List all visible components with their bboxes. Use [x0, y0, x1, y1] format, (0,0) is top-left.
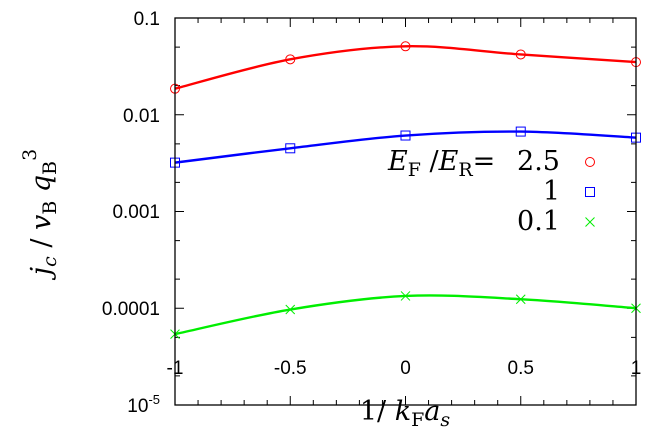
legend-label-0.1: 0.1 — [517, 206, 560, 237]
cross-marker — [285, 304, 296, 315]
y-tick-label: 0.001 — [112, 202, 160, 223]
legend-label-1: 1 — [543, 176, 560, 207]
circle-marker — [400, 41, 411, 52]
y-axis-label: jc / vB qB3 — [19, 149, 61, 280]
x-tick-label: 0 — [400, 358, 411, 379]
y-tick-label: 0.0001 — [102, 299, 160, 320]
cross-marker — [400, 291, 411, 301]
x-tick-label: 0.5 — [508, 358, 534, 379]
x-tick-label: 1 — [631, 358, 642, 379]
y-tick-label: 10-5 — [127, 392, 160, 417]
cross-marker — [585, 217, 595, 227]
cross-marker — [515, 294, 526, 305]
legend-title: EF /ER= — [387, 146, 495, 181]
square-marker — [400, 130, 411, 141]
circle-marker — [515, 49, 526, 60]
y-tick-label: 0.1 — [134, 9, 160, 30]
series-line-2.5 — [174, 45, 637, 90]
square-marker — [585, 187, 595, 197]
x-axis-label: 1/ kFas — [360, 396, 451, 431]
series-line-0.1 — [174, 294, 637, 336]
x-tick-label: -1 — [167, 358, 184, 379]
square-marker — [285, 143, 296, 154]
x-tick-label: -0.5 — [274, 358, 307, 379]
y-tick-label: 0.01 — [123, 106, 160, 127]
circle-marker — [285, 54, 296, 65]
legend-label-2.5: 2.5 — [517, 146, 560, 177]
square-marker — [515, 126, 526, 137]
plot-frame — [174, 17, 637, 406]
series-line-1 — [174, 130, 637, 164]
circle-marker — [585, 157, 595, 167]
